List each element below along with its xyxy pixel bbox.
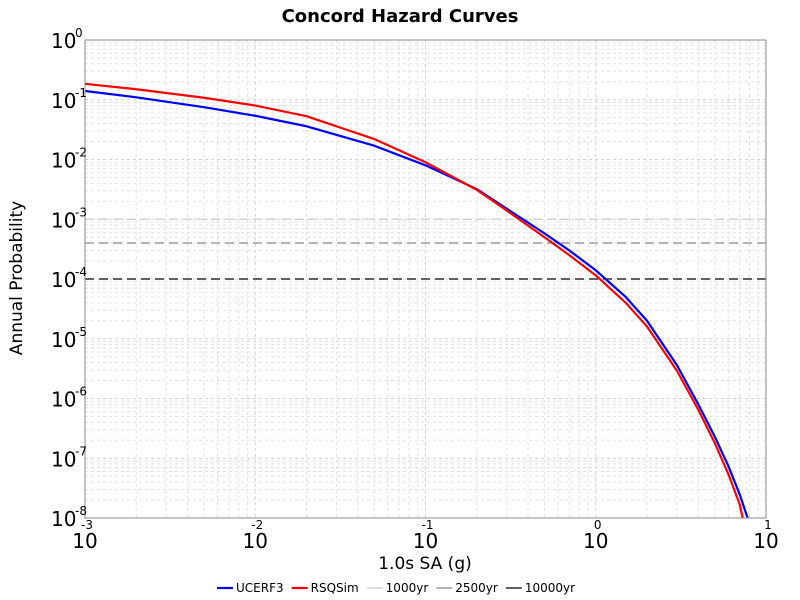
y-tick-exponent: -6 xyxy=(75,385,87,399)
series-line-ucerf3 xyxy=(84,89,749,519)
x-axis-label: 1.0s SA (g) xyxy=(378,554,472,574)
x-tick-base: 10 xyxy=(753,529,778,553)
x-tick-exponent: -3 xyxy=(81,518,93,532)
y-tick-base: 10 xyxy=(51,29,76,53)
x-tick-exponent: -2 xyxy=(251,518,263,532)
y-tick-label: 10-1 xyxy=(51,86,87,113)
x-tick-exponent: -1 xyxy=(422,518,434,532)
chart-title: Concord Hazard Curves xyxy=(282,6,519,27)
plot-frame xyxy=(84,39,767,519)
x-tick-base: 10 xyxy=(243,529,268,553)
y-tick-label: 10-6 xyxy=(51,385,87,412)
x-tick-base: 10 xyxy=(413,529,438,553)
y-tick-base: 10 xyxy=(51,328,76,352)
y-tick-base: 10 xyxy=(51,388,76,412)
x-tick-label: 101 xyxy=(753,518,778,553)
legend-item-10000yr: 10000yr xyxy=(505,581,575,595)
x-tick-base: 10 xyxy=(72,529,97,553)
legend-item-ucerf3: UCERF3 xyxy=(217,581,284,595)
y-tick-base: 10 xyxy=(51,447,76,471)
x-tick-label: 100 xyxy=(583,518,608,553)
legend-label: 10000yr xyxy=(525,581,575,595)
y-tick-label: 10-4 xyxy=(51,265,87,292)
legend-item-rsqsim: RSQSim xyxy=(291,581,359,595)
y-tick-label: 10-7 xyxy=(51,444,87,471)
x-tick-base: 10 xyxy=(583,529,608,553)
y-tick-label: 10-8 xyxy=(51,504,87,531)
legend-label: 2500yr xyxy=(455,581,498,595)
legend-item-2500yr: 2500yr xyxy=(436,581,498,595)
y-tick-exponent: 0 xyxy=(75,26,83,40)
y-tick-exponent: -4 xyxy=(75,265,87,279)
series-line-rsqsim xyxy=(84,82,744,519)
legend-label: UCERF3 xyxy=(236,581,284,595)
grid xyxy=(84,40,766,519)
y-tick-label: 10-3 xyxy=(51,205,87,232)
x-tick-label: 10-1 xyxy=(413,518,438,553)
x-tick-exponent: 0 xyxy=(594,518,602,532)
y-tick-exponent: -1 xyxy=(75,86,87,100)
legend-label: 1000yr xyxy=(386,581,429,595)
x-tick-label: 10-2 xyxy=(243,518,268,553)
y-tick-label: 100 xyxy=(51,26,83,53)
reference-lines xyxy=(85,218,766,280)
legend-label: RSQSim xyxy=(311,581,359,595)
legend-item-1000yr: 1000yr xyxy=(366,581,429,595)
y-tick-exponent: -2 xyxy=(75,146,87,160)
x-tick-exponent: 1 xyxy=(764,518,772,532)
y-tick-exponent: -7 xyxy=(75,444,87,458)
y-tick-base: 10 xyxy=(51,507,76,531)
y-tick-base: 10 xyxy=(51,208,76,232)
y-tick-label: 10-5 xyxy=(51,325,87,352)
y-tick-base: 10 xyxy=(51,268,76,292)
legend: UCERF3 RSQSim 1000yr 2500yr 10000yr xyxy=(217,581,575,595)
x-tick-label: 10-3 xyxy=(72,518,97,553)
series-group xyxy=(84,82,749,519)
y-tick-exponent: -5 xyxy=(75,325,87,339)
y-tick-exponent: -3 xyxy=(75,205,87,219)
y-tick-exponent: -8 xyxy=(75,504,87,518)
y-axis-label: Annual Probability xyxy=(7,201,27,355)
y-tick-base: 10 xyxy=(51,89,76,113)
y-tick-base: 10 xyxy=(51,149,76,173)
y-tick-label: 10-2 xyxy=(51,146,87,173)
